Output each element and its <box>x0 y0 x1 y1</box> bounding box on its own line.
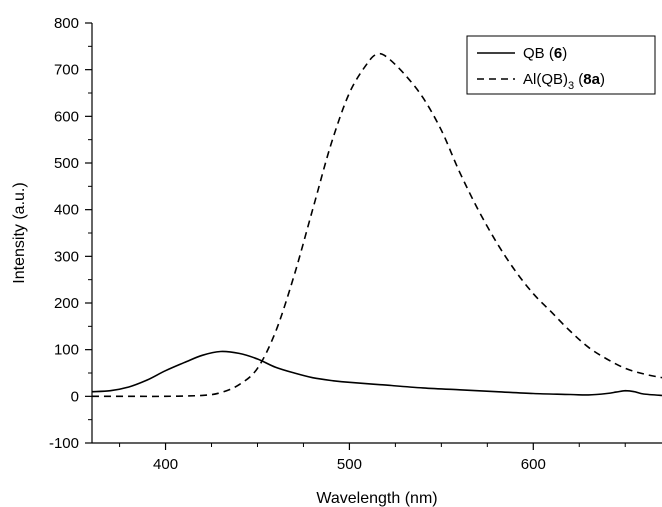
y-tick-label: 800 <box>54 15 79 32</box>
y-axis-title: Intensity (a.u.) <box>11 182 28 283</box>
series-line-alqb3 <box>92 52 662 398</box>
y-axis-ticks: -100 0 100 200 300 400 500 600 700 800 <box>49 15 92 452</box>
y-tick-label: -100 <box>49 435 79 452</box>
legend-qb-bold: 6 <box>554 45 562 62</box>
y-tick-label: 500 <box>54 155 79 172</box>
y-tick-label: 100 <box>54 342 79 359</box>
legend-box <box>466 35 656 95</box>
x-axis-title: Wavelength (nm) <box>316 490 437 507</box>
series-line-qb <box>91 350 662 397</box>
legend-alqb3-post: ) <box>600 71 605 88</box>
y-tick-label: 700 <box>54 62 79 79</box>
legend-qb-pre: QB ( <box>523 45 554 62</box>
y-tick-label: 0 <box>71 388 79 405</box>
legend-entry-alqb3: Al(QB)3 (8a) <box>523 71 605 92</box>
x-tick-label: 400 <box>153 456 178 473</box>
legend: QB (6) Al(QB)3 (8a) <box>466 35 656 95</box>
x-axis-ticks: 400 500 600 <box>119 443 626 473</box>
legend-alqb3-sub: 3 <box>568 80 574 92</box>
series-lines <box>91 52 662 398</box>
legend-alqb3-mid: ( <box>574 71 583 88</box>
legend-alqb3-pre: Al(QB) <box>523 71 568 88</box>
x-tick-label: 500 <box>337 456 362 473</box>
y-tick-label: 400 <box>54 202 79 219</box>
y-tick-label: 200 <box>54 295 79 312</box>
legend-qb-post: ) <box>562 45 567 62</box>
legend-alqb3-bold: 8a <box>583 71 600 88</box>
y-tick-label: 300 <box>54 248 79 265</box>
legend-entry-qb: QB (6) <box>523 45 567 62</box>
y-tick-label: 600 <box>54 108 79 125</box>
x-tick-label: 600 <box>521 456 546 473</box>
